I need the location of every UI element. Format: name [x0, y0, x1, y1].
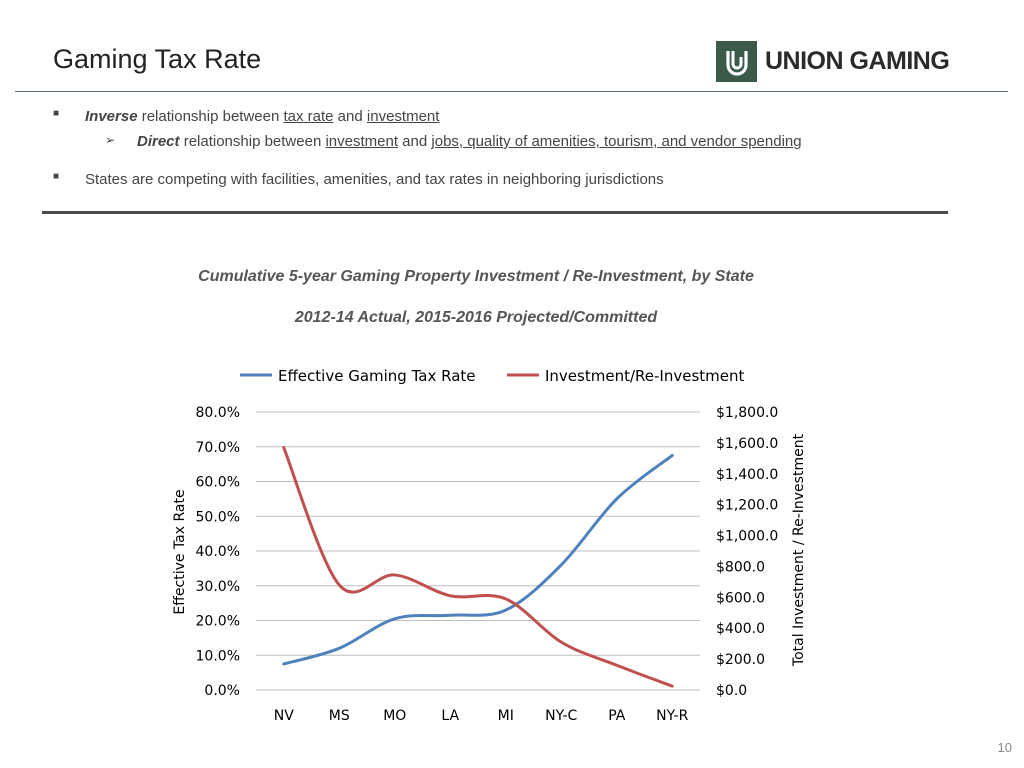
- sub-bullet-text1: relationship between: [179, 133, 326, 150]
- series-line-2: [282, 446, 674, 688]
- y-right-tick-label: $200.0: [716, 652, 765, 668]
- x-tick-label: MO: [383, 708, 406, 724]
- legend-label: Investment/Re-Investment: [545, 367, 744, 385]
- investment-link-2[interactable]: investment: [325, 133, 399, 150]
- y-right-tick-label: $600.0: [716, 590, 765, 606]
- bullet-2-text: States are competing with facilities, am…: [85, 171, 664, 188]
- logo: UNION GAMING: [716, 41, 950, 82]
- sub-bullet-text2: and: [398, 133, 432, 150]
- union-gaming-logo-icon: [716, 41, 757, 82]
- y-right-tick-label: $1,600.0: [716, 436, 778, 452]
- arrow-bullet-icon: ➢: [105, 133, 116, 147]
- bullet-1-text1: relationship between: [137, 108, 284, 125]
- logo-text: UNION GAMING: [765, 47, 950, 75]
- tax-rate-link[interactable]: tax rate: [283, 108, 334, 125]
- y-right-tick-label: $800.0: [716, 559, 765, 575]
- legend-label: Effective Gaming Tax Rate: [278, 367, 476, 385]
- y-right-tick-label: $1,000.0: [716, 529, 778, 545]
- bullet-1-text2: and: [333, 108, 367, 125]
- y-right-tick-label: $1,200.0: [716, 498, 778, 514]
- x-tick-label: NY-R: [656, 708, 688, 724]
- y-left-tick-label: 20.0%: [196, 614, 240, 630]
- y-right-tick-label: $1,400.0: [716, 467, 778, 483]
- square-bullet-icon: ■: [53, 171, 60, 182]
- y-left-tick-label: 40.0%: [196, 544, 240, 560]
- y-right-axis-label: Total Investment / Re-Investment: [791, 433, 807, 667]
- bullet-1-lead: Inverse: [85, 108, 138, 125]
- y-left-tick-label: 30.0%: [196, 579, 240, 595]
- chart-title: Cumulative 5-year Gaming Property Invest…: [198, 268, 754, 285]
- investment-link[interactable]: investment: [366, 108, 440, 125]
- x-tick-label: MI: [498, 708, 514, 724]
- x-tick-label: LA: [441, 708, 459, 724]
- sub-bullet-lead: Direct: [137, 133, 180, 150]
- chart-subtitle: 2012-14 Actual, 2015-2016 Projected/Comm…: [294, 309, 658, 326]
- y-left-tick-label: 50.0%: [196, 509, 240, 525]
- x-tick-label: NV: [274, 708, 294, 724]
- x-tick-label: PA: [608, 708, 626, 724]
- y-left-tick-label: 10.0%: [196, 648, 240, 664]
- square-bullet-icon: ■: [53, 108, 60, 119]
- header-divider: [15, 91, 1008, 92]
- page-title: Gaming Tax Rate: [53, 44, 262, 74]
- x-tick-label: MS: [329, 708, 350, 724]
- jobs-amenities-link[interactable]: jobs, quality of amenities, tourism, and…: [431, 133, 802, 150]
- y-left-axis-label: Effective Tax Rate: [172, 489, 188, 614]
- y-right-tick-label: $1,800.0: [716, 405, 778, 421]
- y-right-tick-label: $400.0: [716, 621, 765, 637]
- y-right-tick-label: $0.0: [716, 683, 747, 699]
- y-left-tick-label: 0.0%: [204, 683, 240, 699]
- series-line-1: [282, 453, 674, 666]
- y-left-tick-label: 60.0%: [196, 475, 240, 491]
- x-tick-label: NY-C: [545, 708, 577, 724]
- page-number: 10: [997, 740, 1012, 755]
- section-divider: [42, 211, 948, 214]
- y-left-tick-label: 70.0%: [196, 440, 240, 456]
- y-left-tick-label: 80.0%: [196, 405, 240, 421]
